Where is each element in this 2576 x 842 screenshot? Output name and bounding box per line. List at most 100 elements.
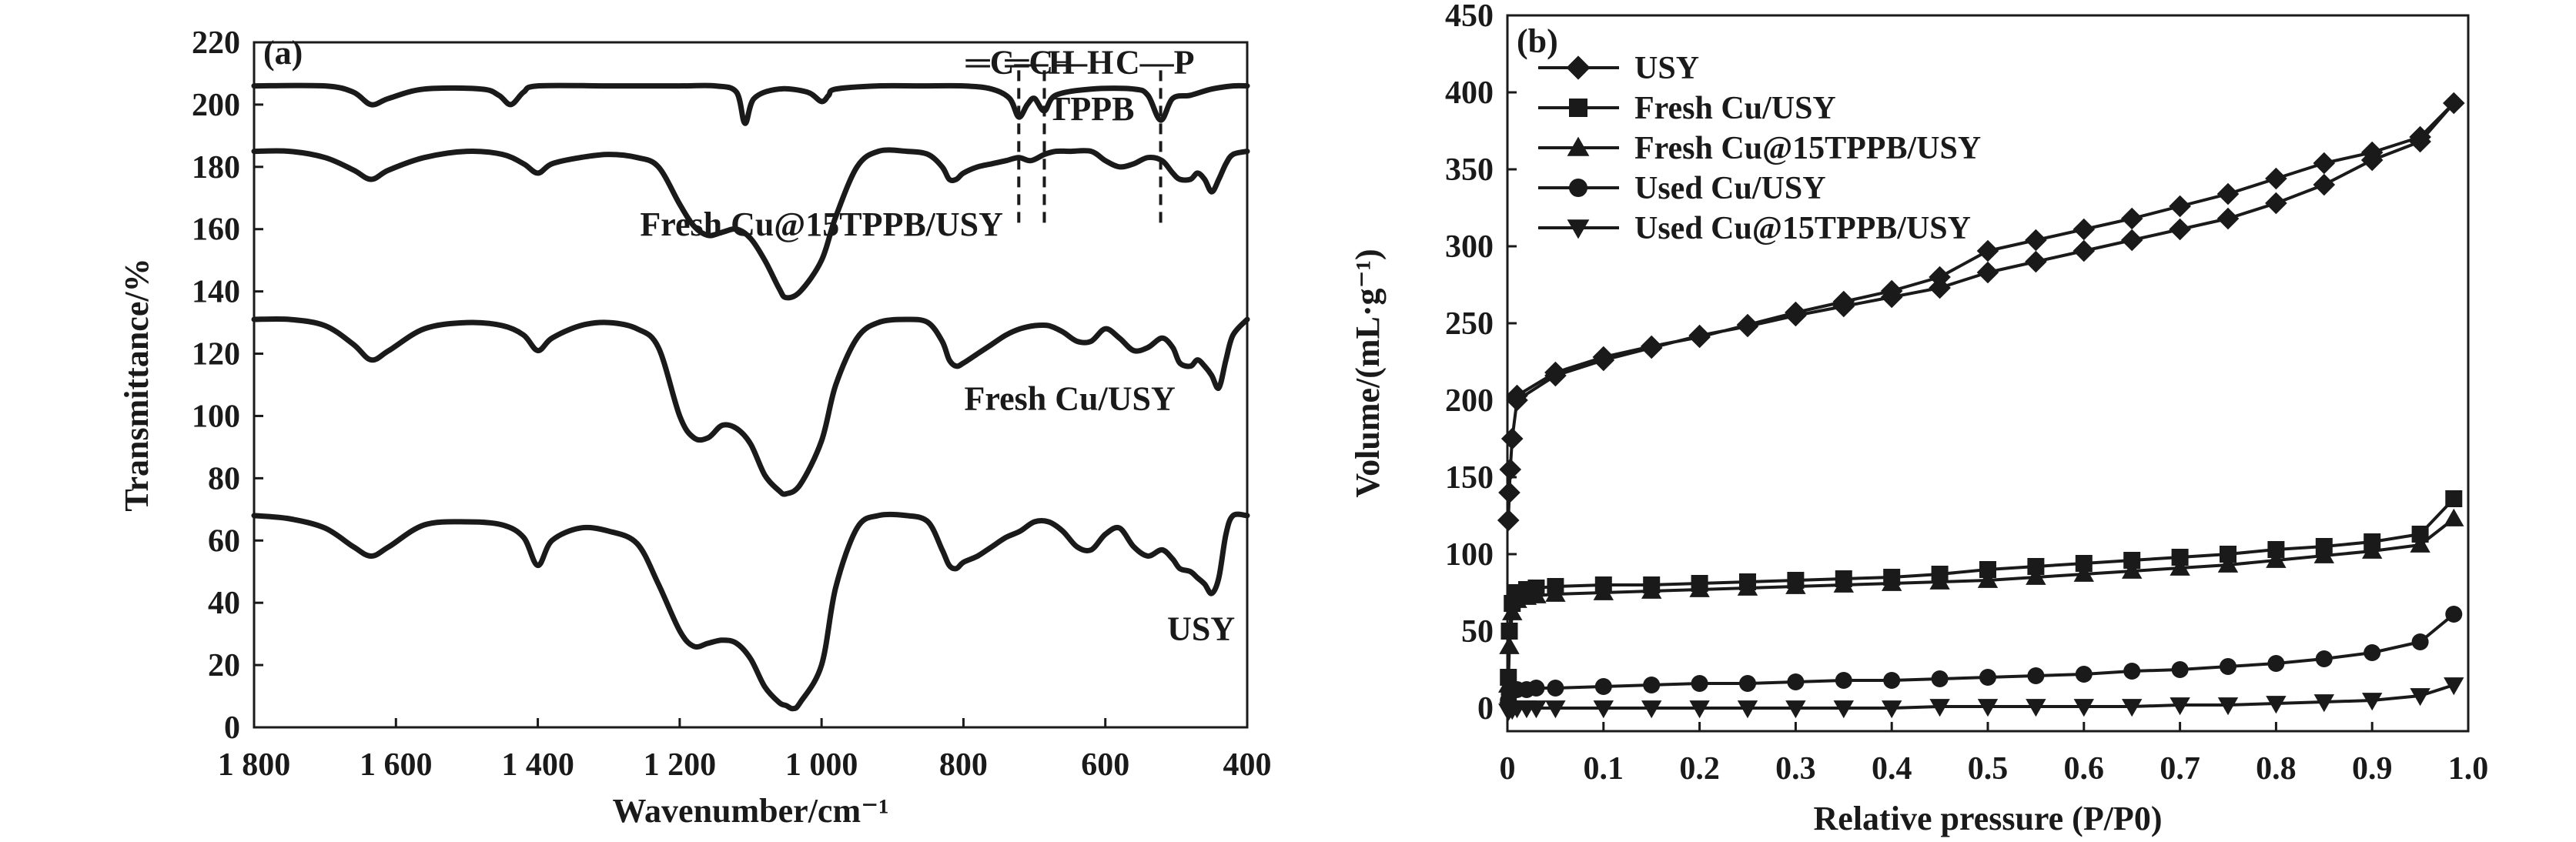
data-point (2073, 699, 2094, 717)
data-point (2027, 558, 2045, 575)
x-tick-label: 1 000 (785, 747, 858, 783)
data-point (1689, 700, 1710, 719)
data-point (2362, 693, 2383, 711)
data-point (2444, 677, 2464, 696)
y-tick-label: 220 (192, 25, 240, 61)
data-point (2445, 490, 2463, 507)
x-tick-label: 0.4 (1872, 751, 1912, 787)
data-point (1500, 427, 1524, 450)
data-point (1976, 261, 1999, 284)
x-tick-label: 0.6 (2064, 751, 2105, 787)
data-point (2217, 554, 2239, 573)
series-group (1498, 508, 2464, 693)
data-point (2362, 540, 2383, 559)
y-tick-label: 140 (192, 275, 240, 310)
data-point (2123, 663, 2141, 680)
series-label: Fresh Cu@15TPPB/USY (640, 205, 1003, 243)
data-point (1979, 669, 1996, 686)
data-point (1594, 678, 1612, 695)
ftir-panel: 1 800 1 600 1 400 1 200 1 000 800 600 400 0 20 40 6… (118, 25, 1272, 830)
data-point (1502, 602, 1523, 620)
data-point (1977, 699, 1999, 717)
band-annotation: ═C—H (1004, 43, 1113, 81)
y-tick-label: 20 (208, 648, 240, 683)
series-label: TPPB (1048, 90, 1134, 128)
data-point (2313, 545, 2334, 563)
data-point (1640, 335, 1663, 358)
data-point (2075, 555, 2093, 572)
y-tick-label: 200 (1445, 383, 1494, 419)
data-point (1545, 583, 1566, 602)
y-tick-label: 0 (1477, 691, 1494, 727)
data-point (2170, 697, 2190, 716)
data-point (2075, 666, 2093, 683)
data-point (2073, 239, 2096, 262)
spectrum-line (251, 511, 1250, 712)
data-point (1833, 574, 1854, 593)
data-point (1785, 301, 1807, 324)
data-point (1544, 361, 1567, 384)
spectrum-line (251, 316, 1250, 497)
y-tick-label: 450 (1445, 0, 1494, 34)
x-tick-label: 1 600 (360, 747, 433, 783)
data-point (1785, 700, 1806, 719)
data-point (2265, 167, 2287, 190)
legend-label: Used Cu/USY (1634, 171, 1826, 206)
legend-marker (1567, 136, 1590, 156)
data-point (2445, 606, 2463, 623)
data-point (1688, 326, 1711, 349)
data-point (2216, 207, 2240, 230)
y-tick-label: 0 (224, 710, 240, 746)
data-point (2123, 552, 2141, 569)
data-point (1643, 677, 1661, 693)
panel-label: (b) (1517, 22, 1558, 60)
data-point (1498, 481, 1521, 504)
series-group (1498, 677, 2464, 722)
data-point (1929, 699, 1950, 717)
x-tick-label: 0.9 (2352, 751, 2393, 787)
data-point (1929, 571, 1950, 590)
x-tick-label: 1 200 (644, 747, 717, 783)
x-tick-label: 0.7 (2159, 751, 2200, 787)
y-tick-label: 350 (1445, 152, 1494, 188)
data-point (1592, 346, 1615, 369)
data-point (2170, 557, 2190, 576)
data-point (2267, 655, 2285, 672)
y-tick-label: 120 (192, 337, 240, 373)
data-point (1883, 672, 1901, 689)
legend-marker (1567, 219, 1590, 239)
y-tick-label: 400 (1445, 75, 1494, 111)
y-tick-label: 40 (208, 586, 240, 621)
data-point (2265, 192, 2287, 215)
data-point (1527, 680, 1545, 697)
legend-label: USY (1634, 51, 1699, 86)
data-point (1593, 700, 1614, 719)
data-point (2122, 560, 2143, 579)
y-tick-label: 250 (1445, 306, 1494, 342)
data-point (1882, 700, 1902, 719)
isotherm-chart: 0 0.1 0.2 0.3 0.4 0.5 0.6 0.7 0.8 0.9 1.0 0 50 100 150… (1349, 0, 2489, 837)
data-point (1976, 239, 1999, 262)
data-point (1547, 680, 1564, 697)
data-point (2313, 173, 2336, 196)
x-tick-label: 0.2 (1679, 751, 1720, 787)
data-point (2410, 688, 2430, 707)
y-tick-label: 150 (1445, 460, 1494, 496)
legend-label: Fresh Cu/USY (1634, 91, 1836, 126)
x-tick-label: 0.3 (1775, 751, 1816, 787)
x-axis-label: Relative pressure (P/P0) (1814, 800, 2163, 837)
spectrum-line (251, 82, 1250, 126)
data-point (1882, 573, 1902, 591)
data-point (2410, 534, 2430, 553)
data-point (1545, 700, 1566, 719)
data-point (1499, 636, 1520, 654)
data-point (1835, 672, 1852, 689)
y-tick-label: 60 (208, 523, 240, 559)
band-annotation: ═C—H (965, 43, 1075, 81)
data-point (1593, 582, 1614, 600)
data-point (1736, 313, 1759, 336)
x-tick-label: 1.0 (2448, 751, 2489, 787)
data-point (2266, 550, 2287, 568)
data-point (2217, 697, 2239, 716)
y-tick-label: 100 (1445, 537, 1494, 573)
